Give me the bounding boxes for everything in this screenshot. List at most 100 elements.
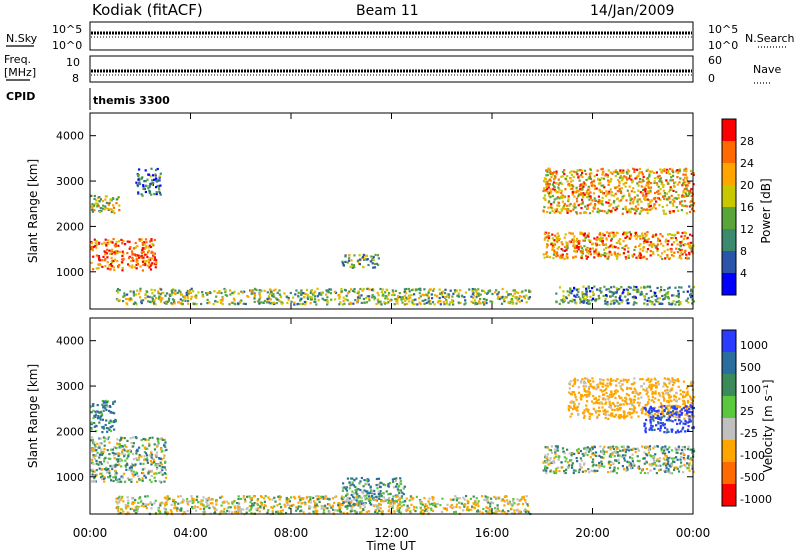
data-cell — [675, 247, 678, 250]
data-cell — [663, 449, 666, 452]
data-cell — [134, 241, 137, 245]
data-cell — [648, 380, 651, 384]
data-cell — [571, 391, 574, 394]
data-cell — [548, 235, 551, 238]
data-cell — [224, 294, 227, 297]
data-cell — [511, 302, 514, 305]
data-cell — [209, 502, 212, 505]
data-cell — [112, 206, 116, 209]
data-cell — [615, 384, 618, 387]
data-cell — [576, 237, 579, 240]
data-cell — [609, 393, 612, 396]
data-cell — [105, 408, 108, 412]
data-cell — [306, 297, 310, 300]
data-cell — [505, 290, 508, 293]
data-cell — [671, 171, 675, 174]
data-cell — [569, 187, 572, 191]
data-cell — [692, 210, 696, 213]
data-cell — [628, 185, 631, 188]
data-cell — [93, 470, 96, 473]
data-cell — [158, 191, 162, 195]
data-cell — [664, 452, 667, 455]
data-cell — [147, 246, 150, 249]
data-cell — [329, 504, 332, 507]
data-cell — [596, 238, 600, 241]
data-cell — [680, 209, 683, 212]
data-cell — [526, 509, 529, 513]
data-cell — [597, 294, 600, 297]
data-cell — [135, 457, 138, 460]
data-cell — [161, 449, 164, 453]
data-cell — [550, 190, 553, 193]
data-cell — [668, 471, 671, 474]
data-cell — [259, 505, 262, 508]
data-cell — [555, 170, 558, 173]
data-cell — [621, 389, 624, 392]
data-cell — [465, 495, 468, 498]
data-cell — [661, 168, 664, 171]
data-cell — [629, 233, 633, 236]
data-cell — [635, 411, 638, 414]
data-cell — [626, 460, 629, 463]
data-cell — [621, 195, 624, 198]
data-cell — [612, 470, 615, 473]
data-cell — [96, 205, 99, 208]
data-cell — [616, 186, 619, 189]
data-cell — [573, 391, 576, 394]
data-cell — [288, 500, 291, 503]
data-cell — [650, 199, 653, 202]
data-cell — [359, 287, 362, 291]
data-cell — [347, 292, 350, 295]
data-cell — [607, 179, 610, 182]
data-cell — [249, 497, 252, 500]
data-cell — [234, 510, 237, 514]
data-cell — [670, 449, 673, 452]
data-cell — [656, 249, 659, 252]
data-cell — [568, 464, 571, 467]
data-cell — [395, 483, 399, 486]
data-cell — [608, 232, 611, 235]
data-cell — [100, 415, 103, 418]
data-cell — [657, 300, 660, 303]
data-cell — [643, 197, 646, 200]
data-cell — [511, 512, 514, 515]
data-cell — [134, 498, 137, 502]
data-cell — [631, 457, 634, 460]
data-cell — [543, 197, 546, 200]
data-cell — [678, 397, 681, 400]
data-cell — [639, 471, 642, 474]
data-cell — [115, 202, 118, 205]
data-cell — [441, 497, 444, 500]
data-cell — [637, 449, 640, 452]
data-cell — [370, 255, 373, 258]
data-cell — [276, 291, 279, 294]
data-cell — [321, 505, 324, 508]
data-cell — [122, 510, 125, 513]
data-cell — [689, 233, 692, 236]
data-cell — [494, 510, 497, 513]
data-cell — [363, 505, 366, 509]
data-cell — [668, 257, 671, 261]
data-cell — [548, 200, 551, 203]
data-cell — [231, 301, 234, 304]
data-cell — [153, 256, 156, 259]
data-cell — [657, 197, 661, 200]
data-cell — [112, 266, 115, 269]
data-cell — [138, 459, 141, 462]
data-cell — [253, 293, 257, 296]
data-cell — [150, 238, 153, 241]
data-cell — [305, 496, 308, 499]
data-cell — [569, 171, 572, 174]
data-cell — [620, 387, 623, 390]
data-cell — [578, 242, 581, 245]
data-cell — [205, 505, 209, 508]
data-cell — [666, 405, 669, 408]
data-cell — [658, 457, 662, 460]
data-cell — [142, 462, 145, 465]
data-cell — [147, 469, 151, 472]
data-cell — [96, 410, 99, 413]
data-cell — [425, 293, 428, 296]
data-cell — [194, 506, 197, 509]
data-cell — [252, 495, 255, 498]
